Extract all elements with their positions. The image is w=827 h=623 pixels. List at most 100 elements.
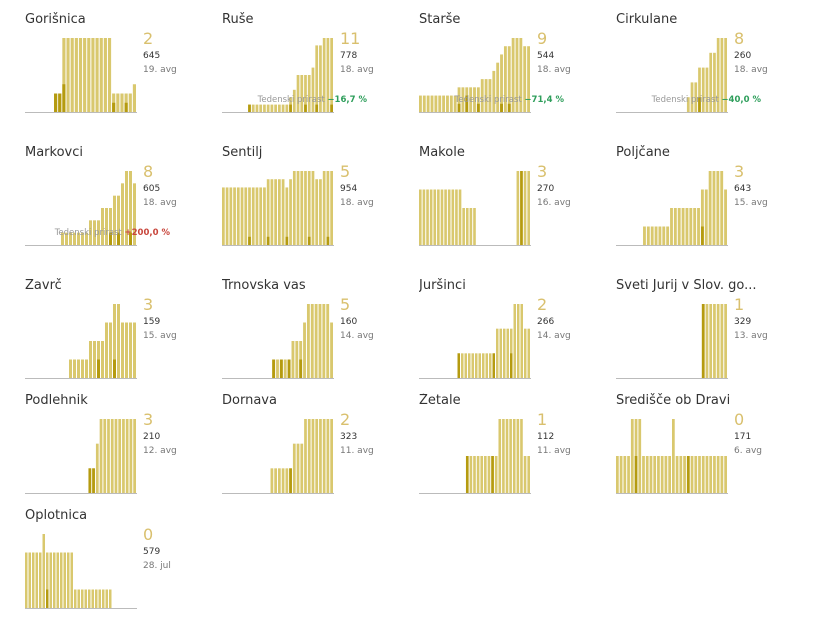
bar (686, 97, 690, 112)
bar (446, 95, 449, 112)
total-cases-number: 171 (734, 432, 752, 442)
sparkline-chart (222, 171, 334, 246)
bar (296, 75, 300, 112)
municipality-name: Makole (419, 145, 465, 160)
total-cases-number: 605 (143, 184, 161, 194)
bar (662, 226, 666, 245)
bar (81, 232, 84, 245)
municipality-name: Trnovska vas (222, 278, 306, 293)
bar (447, 189, 451, 245)
weekly-growth-label: Tedenski prirast (54, 228, 125, 238)
last-update-date: 6. avg (734, 446, 763, 456)
municipality-name: Starše (419, 12, 461, 27)
bar (233, 187, 236, 245)
bar (304, 171, 307, 245)
bar (664, 456, 668, 493)
bar (716, 38, 720, 112)
bar (240, 187, 244, 245)
new-case-bar (686, 456, 690, 493)
bar (307, 419, 311, 493)
bar (471, 353, 474, 378)
municipality-name: Ruše (222, 12, 254, 27)
bar (270, 468, 274, 493)
bar (74, 589, 77, 608)
bar (720, 456, 724, 493)
bar (103, 38, 107, 112)
sparkline-chart (419, 171, 531, 246)
bar (39, 552, 42, 608)
active-cases-number: 11 (340, 29, 361, 48)
bar (503, 328, 506, 378)
bar (62, 38, 66, 112)
bar (78, 38, 83, 112)
bar (473, 208, 476, 245)
bar (304, 75, 307, 112)
municipality-name: Zavrč (25, 278, 62, 293)
sparkline-chart (25, 171, 137, 246)
bar (107, 38, 112, 112)
bar (476, 87, 480, 112)
bar (716, 171, 720, 245)
last-update-date: 18. avg (340, 65, 374, 75)
bar (619, 456, 623, 493)
bar (527, 171, 530, 245)
bar (502, 419, 505, 493)
new-case-bar (330, 104, 333, 112)
municipality-name: Cirkulane (616, 12, 678, 27)
bar (69, 232, 72, 245)
bar (311, 419, 315, 493)
bar (32, 552, 35, 608)
bar (516, 419, 520, 493)
bar (650, 226, 654, 245)
bar (697, 208, 700, 245)
bar (464, 353, 467, 378)
last-update-date: 13. avg (734, 331, 768, 341)
bar (304, 419, 307, 493)
bar (517, 304, 520, 378)
bar (99, 419, 103, 493)
bar (649, 456, 653, 493)
weekly-growth-value: −40,0 % (721, 95, 761, 105)
bar (101, 341, 104, 378)
bar (461, 353, 464, 378)
active-cases-number: 3 (143, 295, 154, 314)
bar (84, 589, 87, 608)
bar (307, 75, 311, 112)
bar (303, 322, 306, 378)
sparkline-chart (616, 38, 728, 113)
bar (74, 38, 78, 112)
bar (516, 171, 520, 245)
bar (289, 179, 292, 245)
last-update-date: 15. avg (734, 198, 768, 208)
bar (97, 220, 100, 245)
sparkline-chart (25, 304, 137, 379)
bar (455, 189, 458, 245)
bar (638, 419, 642, 493)
bar (468, 353, 471, 378)
bar (125, 171, 128, 245)
bar (296, 171, 300, 245)
new-case-bar (46, 589, 49, 608)
bar (322, 38, 326, 112)
bar (61, 232, 64, 245)
bar (278, 468, 281, 493)
bar (128, 93, 132, 112)
bar (314, 304, 318, 378)
bar (95, 589, 98, 608)
bar (496, 62, 500, 112)
new-case-bar (520, 171, 523, 245)
bar (645, 456, 649, 493)
bar (53, 552, 56, 608)
bar (107, 419, 110, 493)
last-update-date: 18. avg (340, 198, 374, 208)
total-cases-number: 159 (143, 317, 161, 327)
bar (503, 46, 507, 112)
new-case-bar (315, 104, 319, 112)
bar (105, 208, 108, 245)
bar (453, 95, 457, 112)
bar (660, 456, 664, 493)
bar (694, 82, 698, 112)
bar (306, 304, 310, 378)
last-update-date: 19. avg (143, 65, 177, 75)
bar (315, 179, 319, 245)
